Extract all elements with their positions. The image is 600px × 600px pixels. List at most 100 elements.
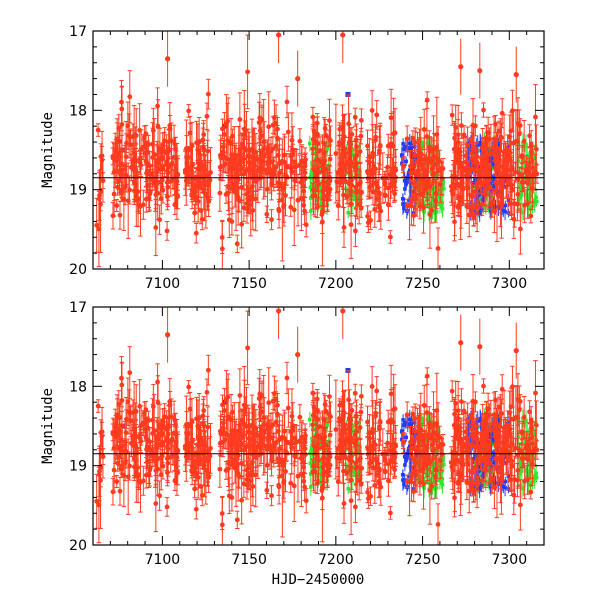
green-point — [308, 141, 312, 146]
red-point — [313, 132, 319, 138]
red-point — [519, 154, 525, 160]
red-point — [404, 136, 410, 142]
red-point — [401, 164, 406, 170]
red-point — [527, 160, 533, 166]
red-point — [235, 169, 240, 175]
red-point — [217, 190, 223, 196]
red-point — [459, 123, 464, 129]
blue-point — [478, 143, 483, 147]
red-point — [242, 132, 247, 138]
red-point — [267, 158, 273, 163]
red-outlier-point — [164, 56, 171, 62]
red-point — [150, 128, 156, 133]
green-point — [308, 461, 313, 466]
red-point — [236, 197, 242, 203]
red-point — [433, 198, 439, 204]
green-point — [516, 159, 521, 163]
red-point — [201, 146, 207, 152]
green-point — [309, 196, 313, 200]
red-point — [385, 202, 391, 208]
red-point — [169, 138, 174, 144]
red-point — [437, 182, 443, 187]
red-point — [451, 146, 457, 152]
green-point — [427, 480, 431, 485]
y-tick-label: 17 — [69, 24, 87, 40]
red-point — [417, 192, 423, 198]
red-point — [310, 136, 316, 142]
red-point — [253, 196, 259, 202]
red-point — [358, 133, 364, 139]
red-point — [390, 172, 395, 177]
green-point — [308, 185, 313, 190]
red-point — [270, 122, 276, 128]
red-point — [392, 178, 398, 184]
red-point — [190, 162, 195, 168]
green-point — [520, 193, 524, 197]
red-point — [427, 212, 433, 217]
red-point — [145, 149, 151, 155]
red-point — [253, 150, 259, 155]
red-point — [200, 137, 206, 143]
green-point — [439, 194, 444, 198]
red-point — [430, 165, 436, 171]
red-point — [404, 202, 410, 208]
green-point — [352, 192, 356, 196]
green-point — [318, 443, 323, 447]
blue-point — [401, 142, 405, 146]
red-point — [241, 205, 247, 211]
red-point — [325, 180, 331, 186]
red-point — [297, 162, 303, 168]
red-point — [522, 202, 528, 208]
red-point — [244, 167, 249, 173]
green-point — [522, 165, 526, 170]
green-point — [419, 464, 424, 469]
red-point — [479, 201, 485, 207]
red-point — [233, 184, 239, 190]
red-point — [269, 181, 274, 187]
red-point — [434, 132, 440, 137]
red-point — [96, 196, 102, 202]
red-point — [408, 163, 413, 169]
red-point — [385, 143, 391, 149]
red-point — [234, 241, 240, 247]
red-point — [508, 128, 514, 134]
green-point — [439, 204, 444, 209]
blue-point — [475, 143, 480, 147]
green-point — [357, 420, 362, 425]
blue-point — [491, 179, 496, 184]
red-point — [127, 187, 132, 193]
red-point — [116, 125, 122, 131]
x-tick-label: 7200 — [318, 276, 354, 292]
red-point — [348, 222, 354, 228]
red-point — [430, 155, 436, 161]
blue-point — [411, 190, 416, 195]
red-point — [365, 213, 371, 219]
red-point — [511, 140, 516, 146]
red-point — [458, 195, 464, 200]
red-point — [372, 166, 378, 172]
red-point — [370, 150, 376, 156]
red-point — [143, 196, 149, 202]
red-point — [143, 131, 149, 137]
red-point — [132, 154, 138, 160]
green-point — [534, 199, 539, 204]
red-point — [171, 154, 177, 160]
red-point — [410, 169, 415, 175]
red-point — [347, 163, 353, 169]
green-point — [356, 165, 360, 170]
blue-point — [471, 180, 476, 185]
y-tick-label: 19 — [69, 183, 87, 199]
red-point — [458, 182, 464, 188]
red-point — [239, 221, 245, 227]
red-point — [193, 185, 199, 191]
green-point — [308, 417, 312, 422]
red-point — [221, 154, 227, 159]
red-point — [382, 180, 388, 185]
red-point — [245, 196, 251, 202]
red-point — [247, 168, 253, 173]
red-point — [377, 142, 383, 148]
blue-point — [404, 159, 408, 164]
red-point — [197, 165, 203, 170]
red-point — [505, 179, 511, 184]
green-point — [326, 416, 330, 421]
